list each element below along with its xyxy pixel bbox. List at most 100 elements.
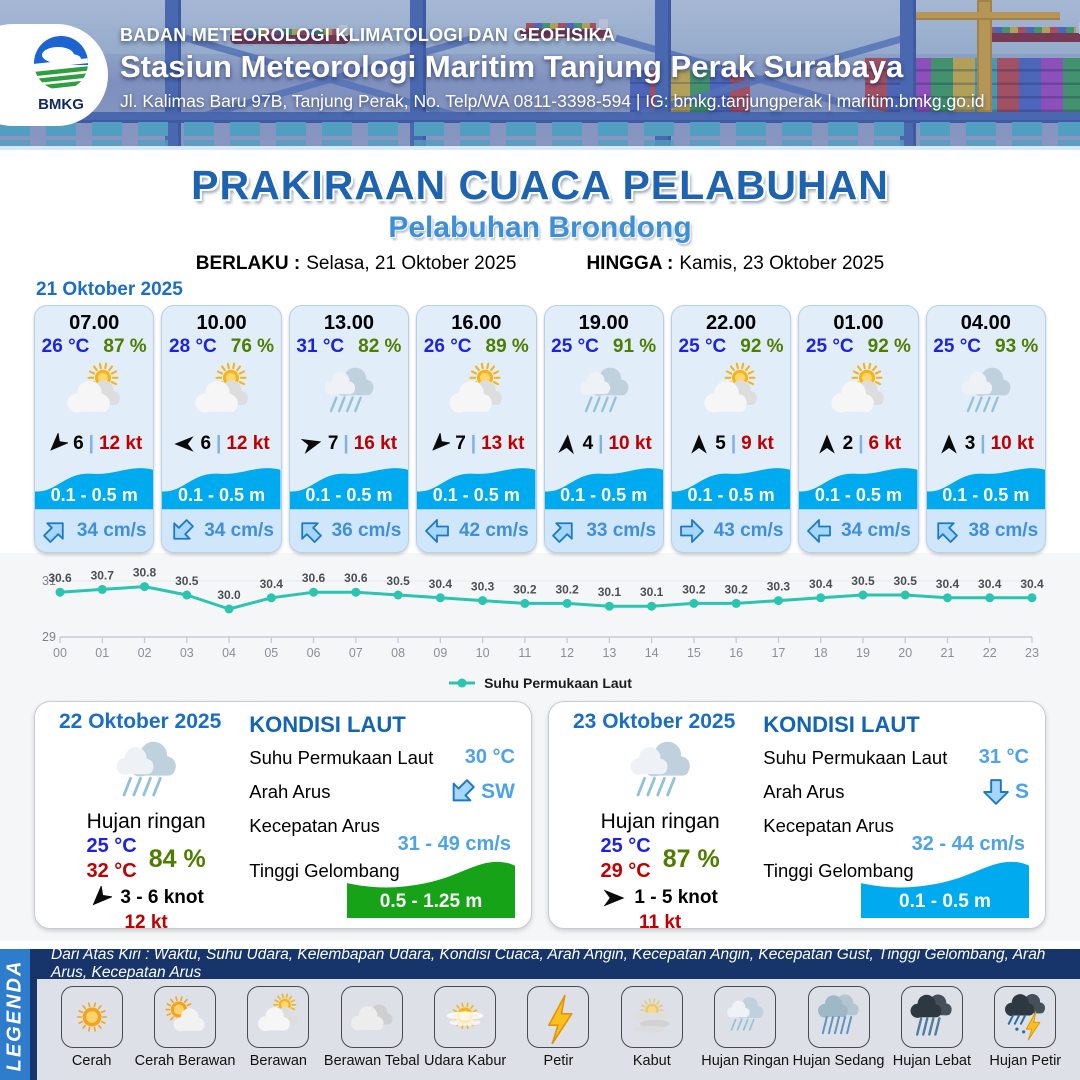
weather-icon <box>616 730 704 810</box>
svg-text:23: 23 <box>1025 646 1039 660</box>
svg-text:30.8: 30.8 <box>133 566 157 580</box>
bmkg-logo: BMKG <box>0 24 108 126</box>
current-direction-arrow-icon <box>425 519 449 543</box>
wave-shape <box>417 468 536 509</box>
header-text: BADAN METEOROLOGI KLIMATOLOGI DAN GEOFIS… <box>120 25 984 112</box>
gust-speed: 12 kt <box>124 912 168 933</box>
sea-condition-panel: KONDISI LAUT Suhu Permukaan Laut 31 °C Arah… <box>763 710 1029 918</box>
berlaku-label: BERLAKU : <box>195 253 301 274</box>
air-temperature: 25 °C <box>551 336 599 357</box>
legend-icon-box <box>154 986 217 1048</box>
wave-shape <box>799 468 918 509</box>
wave-height-band: 0.1 - 0.5 m <box>35 460 154 509</box>
svg-text:10: 10 <box>476 646 490 660</box>
wave-shape <box>289 468 409 509</box>
wave-shape <box>926 468 1045 509</box>
hujan-ringan-icon <box>579 367 629 413</box>
current-direction-arrow-icon <box>983 779 1009 805</box>
current-direction-label: Arah Arus <box>763 781 845 802</box>
current-speed-value: 32 - 44 cm/s <box>911 833 1025 855</box>
hujan-ringan-icon <box>116 741 176 797</box>
time-label: 04.00 <box>960 312 1011 334</box>
separator: | <box>470 433 477 455</box>
hourly-forecast-card: 16.00 26 °C 89 % 7 | 13 kt 0.1 - 0.5 m 42 cm/s <box>416 305 537 553</box>
wind-speed: 6 <box>200 433 212 455</box>
wave-height: 0.1 - 0.5 m <box>687 484 775 505</box>
legend-item-label: Berawan <box>249 1053 307 1069</box>
gust-speed: 11 kt <box>638 912 682 933</box>
legend-item-label: Hujan Petir <box>989 1053 1062 1069</box>
header-banner: BMKG BADAN METEOROLOGI KLIMATOLOGI DAN G… <box>0 0 1080 150</box>
current-row: 38 cm/s <box>926 508 1045 552</box>
legend-item: Berawan <box>234 986 322 1069</box>
separator: | <box>216 433 222 455</box>
gust-speed: 10 kt <box>990 433 1034 455</box>
time-label: 10.00 <box>196 312 247 334</box>
wind-direction-arrow-icon <box>691 434 708 454</box>
station-address: Jl. Kalimas Baru 97B, Tanjung Perak, No.… <box>120 91 985 111</box>
current-speed: 36 cm/s <box>331 519 402 541</box>
current-row: 42 cm/s <box>417 508 536 552</box>
wind-row: 1 - 5 knot <box>602 886 718 910</box>
wind-speed: 3 <box>964 433 976 455</box>
hingga-value: Kamis, 23 Oktober 2025 <box>679 253 885 274</box>
hourly-forecast-card: 19.00 25 °C 91 % 4 | 10 kt 0.1 - 0.5 m 33 cm/s <box>543 305 664 553</box>
svg-text:07: 07 <box>349 646 363 660</box>
wave-height-value: 0.1 - 0.5 m <box>899 891 991 912</box>
humidity: 76 % <box>230 336 275 357</box>
svg-text:30.4: 30.4 <box>1020 577 1044 591</box>
humidity: 91 % <box>612 336 657 357</box>
port-name: Pelabuhan Brondong <box>388 211 692 244</box>
svg-text:30.6: 30.6 <box>344 571 368 585</box>
hujan-ringan-icon <box>630 741 690 797</box>
hourly-forecast-row: 07.00 26 °C 87 % 6 | 12 kt 0.1 - 0.5 m 34 cm/s 1… <box>0 305 1080 553</box>
weather-icon <box>290 358 408 430</box>
wind-direction-arrow-icon <box>940 434 957 454</box>
svg-text:31: 31 <box>42 574 56 588</box>
hourly-forecast-card: 07.00 26 °C 87 % 6 | 12 kt 0.1 - 0.5 m 34 cm/s <box>34 305 155 553</box>
legend-item-label: Cerah Berawan <box>134 1053 236 1069</box>
wave-height: 0.1 - 0.5 m <box>50 484 138 505</box>
hourly-forecast-card: 13.00 31 °C 82 % 7 | 16 kt 0.1 - 0.5 m 36 cm/s <box>288 305 410 553</box>
svg-text:01: 01 <box>95 646 109 660</box>
current-speed: 34 cm/s <box>76 519 147 541</box>
ship-illustration <box>230 25 350 44</box>
berawan-tebal-icon <box>350 1004 393 1031</box>
agency-name: BADAN METEOROLOGI KLIMATOLOGI DAN GEOFIS… <box>120 25 616 45</box>
gust-speed: 10 kt <box>608 433 652 455</box>
legend-item-label: Hujan Sedang <box>792 1053 885 1069</box>
wind-row: 4 | 10 kt <box>545 430 663 457</box>
wave-height: 0.1 - 0.5 m <box>432 484 520 505</box>
svg-text:30.3: 30.3 <box>767 580 791 594</box>
ship-illustration <box>520 19 610 38</box>
legend-items: Cerah Cerah Berawan Berawan Berawan Tebal Ud… <box>37 979 1080 1080</box>
svg-text:11: 11 <box>518 646 531 660</box>
svg-text:30.4: 30.4 <box>809 577 833 591</box>
wave-height-band: 0.1 - 0.5 m <box>544 460 663 509</box>
chart-legend-marker-icon <box>449 678 476 688</box>
wind-speed: 4 <box>582 433 594 455</box>
humidity: 84 % <box>148 844 206 873</box>
hourly-forecast-card: 10.00 28 °C 76 % 6 | 12 kt 0.1 - 0.5 m 34 cm/s <box>161 305 282 553</box>
berawan-icon <box>258 993 298 1031</box>
sea-condition-panel: KONDISI LAUT Suhu Permukaan Laut 30 °C Arah… <box>249 710 515 918</box>
current-direction-arrow-icon <box>552 522 573 543</box>
legend-icon-box <box>340 986 403 1048</box>
svg-text:15: 15 <box>687 646 701 660</box>
sea-surface-temperature-chart: 31 29 30.6 00 30.7 01 30.8 02 30.5 03 30.0 04 30.4 05… <box>34 559 1046 673</box>
wind-speed: 7 <box>455 433 466 455</box>
current-direction-value: SW <box>481 780 515 803</box>
wave-height-box: 0.5 - 1.25 m <box>347 856 515 918</box>
svg-text:30.6: 30.6 <box>48 571 72 585</box>
daily-forecast-card: 23 Oktober 2025 Hujan ringan 25 °C 29 °C 87 … <box>548 701 1046 933</box>
gust-speed: 9 kt <box>741 433 774 455</box>
air-temperature: 26 °C <box>41 336 90 357</box>
legend-section: LEGENDA Dari Atas Kiri : Waktu, Suhu Uda… <box>0 946 1080 1080</box>
wave-shape <box>347 861 515 918</box>
legend-icon-box <box>527 986 590 1048</box>
svg-text:22: 22 <box>983 646 997 660</box>
svg-text:30.4: 30.4 <box>260 577 284 591</box>
wave-height: 0.1 - 0.5 m <box>942 484 1030 505</box>
hujan-ringan-icon <box>727 997 764 1031</box>
wave-height: 0.1 - 0.5 m <box>178 484 266 505</box>
